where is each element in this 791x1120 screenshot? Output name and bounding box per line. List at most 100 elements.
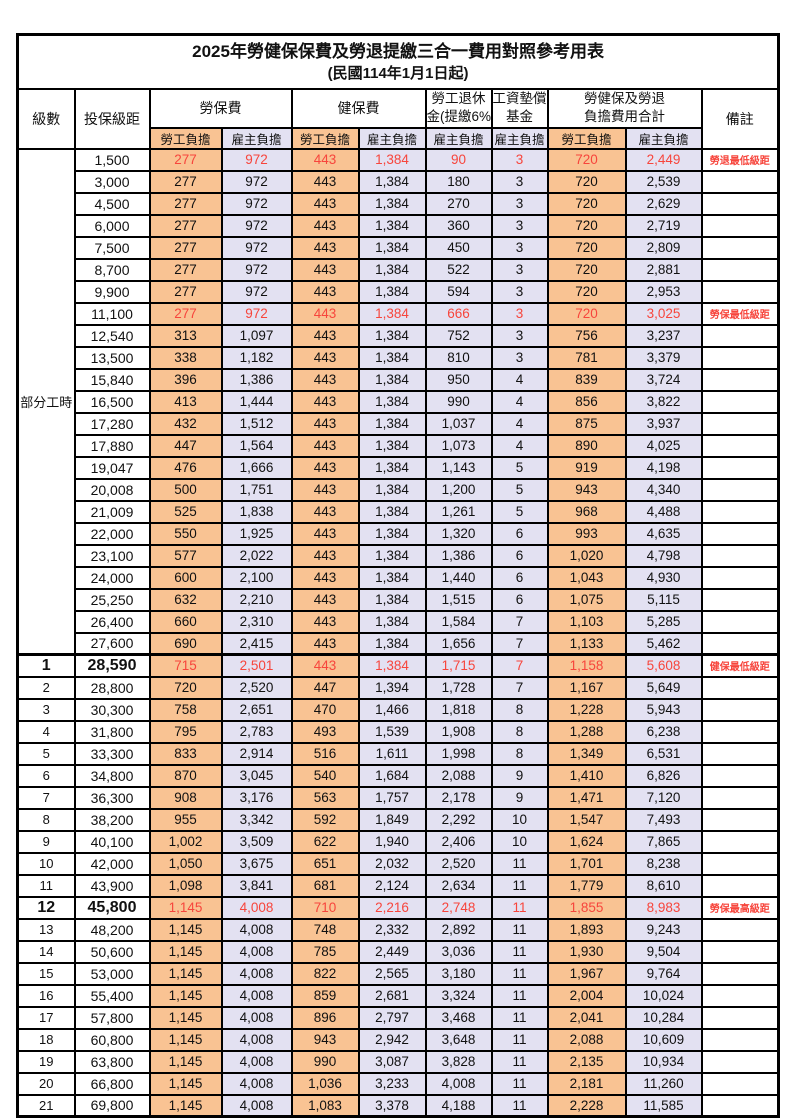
health-employee-cell: 896: [290, 1005, 360, 1030]
wage-fund-employer-cell: 9: [490, 785, 549, 810]
wage-fund-employer-cell: 11: [490, 917, 549, 942]
total-employer-cell: 3,937: [624, 411, 703, 436]
level-cell: 19: [16, 1049, 76, 1074]
table-row: 21 69,800 1,145 4,008 1,083 3,378 4,188 11 2,228…: [16, 1093, 780, 1118]
table-row: 5 33,300 833 2,914 516 1,611 1,998 8 1,349 6,531: [16, 741, 780, 766]
total-label-line2: 負擔費用合計: [584, 109, 665, 125]
pension-employer-cell: 2,406: [424, 829, 493, 854]
labor-employee-cell: 277: [148, 191, 223, 216]
wage-fund-employer-cell: 3: [490, 147, 549, 172]
subheader-labor-employee: 勞工負擔: [148, 126, 223, 150]
labor-employee-cell: 277: [148, 213, 223, 238]
remark-cell: [700, 279, 780, 304]
bracket-cell: 8,700: [73, 257, 151, 282]
remark-cell: [700, 851, 780, 876]
labor-employer-cell: 1,564: [220, 433, 293, 458]
health-employer-cell: 2,032: [357, 851, 427, 876]
table-row: 8 38,200 955 3,342 592 1,849 2,292 10 1,547 7,493: [16, 807, 780, 832]
pension-employer-cell: 1,261: [424, 499, 493, 524]
total-employer-cell: 7,865: [624, 829, 703, 854]
health-employer-cell: 1,384: [357, 389, 427, 414]
level-cell: 9: [16, 829, 76, 854]
health-employer-cell: 2,332: [357, 917, 427, 942]
labor-employer-cell: 4,008: [220, 961, 293, 986]
remark-cell: [700, 1027, 780, 1052]
pension-employer-cell: 1,320: [424, 521, 493, 546]
total-employee-cell: 2,181: [546, 1071, 627, 1096]
labor-employer-cell: 1,751: [220, 477, 293, 502]
bracket-cell: 11,100: [73, 301, 151, 326]
total-employee-cell: 1,103: [546, 609, 627, 634]
labor-employee-cell: 690: [148, 631, 223, 656]
pension-employer-cell: 4,008: [424, 1071, 493, 1096]
labor-employee-cell: 1,145: [148, 939, 223, 964]
health-employee-cell: 785: [290, 939, 360, 964]
health-employer-cell: 1,384: [357, 235, 427, 260]
table-row: 11 43,900 1,098 3,841 681 2,124 2,634 11 1,779 8,…: [16, 873, 780, 898]
remark-cell: [700, 961, 780, 986]
col-header-wage-fund: 工資墊償 基金: [490, 88, 549, 129]
labor-employer-cell: 1,386: [220, 367, 293, 392]
pension-employer-cell: 2,088: [424, 763, 493, 788]
total-employee-cell: 1,020: [546, 543, 627, 568]
bracket-cell: 31,800: [73, 719, 151, 744]
wage-fund-employer-cell: 10: [490, 829, 549, 854]
health-employer-cell: 1,384: [357, 345, 427, 370]
health-employer-cell: 1,384: [357, 521, 427, 546]
table-row: 18 60,800 1,145 4,008 943 2,942 3,648 11 2,088 10…: [16, 1027, 780, 1052]
pension-employer-cell: 1,143: [424, 455, 493, 480]
total-employee-cell: 1,930: [546, 939, 627, 964]
pension-employer-cell: 950: [424, 367, 493, 392]
labor-employee-cell: 870: [148, 763, 223, 788]
bracket-cell: 63,800: [73, 1049, 151, 1074]
wage-fund-employer-cell: 5: [490, 499, 549, 524]
bracket-cell: 45,800: [73, 895, 151, 920]
bracket-cell: 27,600: [73, 631, 151, 656]
bracket-cell: 22,000: [73, 521, 151, 546]
wage-fund-employer-cell: 4: [490, 389, 549, 414]
wage-fund-employer-cell: 3: [490, 169, 549, 194]
labor-employee-cell: 277: [148, 279, 223, 304]
remark-cell: [700, 1005, 780, 1030]
health-employee-cell: 443: [290, 169, 360, 194]
health-employer-cell: 1,611: [357, 741, 427, 766]
level-cell: 16: [16, 983, 76, 1008]
table-row: 19,047 476 1,666 443 1,384 1,143 5 919 4,198: [18, 455, 780, 480]
labor-employer-cell: 2,415: [220, 631, 293, 656]
total-employer-cell: 6,238: [624, 719, 703, 744]
total-employee-cell: 1,410: [546, 763, 627, 788]
remark-cell: 勞保最低級距: [700, 301, 780, 326]
bracket-cell: 60,800: [73, 1027, 151, 1052]
table-row: 12,540 313 1,097 443 1,384 752 3 756 3,237: [18, 323, 780, 348]
bracket-cell: 42,000: [73, 851, 151, 876]
total-employee-cell: 2,135: [546, 1049, 627, 1074]
labor-employee-cell: 277: [148, 301, 223, 326]
wage-fund-employer-cell: 11: [490, 1005, 549, 1030]
health-employee-cell: 443: [290, 367, 360, 392]
remark-cell: [700, 1071, 780, 1096]
remark-cell: [700, 763, 780, 788]
health-employer-cell: 1,384: [357, 565, 427, 590]
labor-employer-cell: 1,182: [220, 345, 293, 370]
total-employer-cell: 8,238: [624, 851, 703, 876]
labor-employee-cell: 758: [148, 697, 223, 722]
health-employer-cell: 1,384: [357, 213, 427, 238]
pension-employer-cell: 3,036: [424, 939, 493, 964]
col-header-labor-insurance: 勞保費: [148, 88, 293, 129]
bracket-cell: 3,000: [73, 169, 151, 194]
labor-employer-cell: 2,520: [220, 675, 293, 700]
wage-fund-employer-cell: 3: [490, 257, 549, 282]
total-employee-cell: 1,288: [546, 719, 627, 744]
pension-employer-cell: 2,178: [424, 785, 493, 810]
pension-employer-cell: 3,468: [424, 1005, 493, 1030]
total-employee-cell: 2,004: [546, 983, 627, 1008]
table-row: 25,250 632 2,210 443 1,384 1,515 6 1,075 5,115: [18, 587, 780, 612]
health-employer-cell: 1,539: [357, 719, 427, 744]
remark-cell: [700, 719, 780, 744]
health-employee-cell: 443: [290, 345, 360, 370]
labor-employee-cell: 476: [148, 455, 223, 480]
subheader-pension-employer: 雇主負擔: [424, 126, 493, 150]
labor-employer-cell: 3,675: [220, 851, 293, 876]
total-employee-cell: 1,043: [546, 565, 627, 590]
total-employee-cell: 875: [546, 411, 627, 436]
